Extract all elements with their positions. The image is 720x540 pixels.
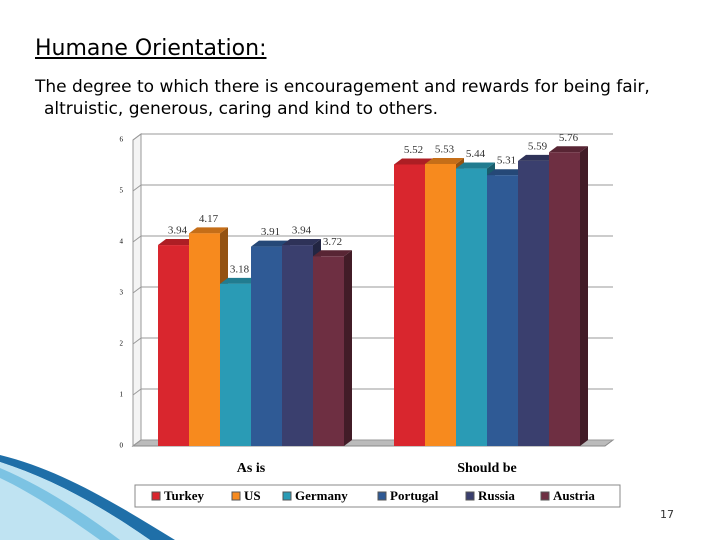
legend-swatch	[231, 491, 241, 501]
grid-line	[132, 133, 142, 141]
bar	[282, 245, 313, 446]
legend-swatch	[282, 491, 292, 501]
bar-top	[282, 239, 321, 246]
legend-label: Russia	[478, 488, 515, 503]
legend-swatch	[151, 491, 161, 501]
y-tick-label: 3	[120, 289, 124, 297]
legend-swatch	[377, 491, 387, 501]
data-label: 3.72	[323, 236, 342, 248]
data-label: 3.94	[168, 225, 188, 237]
legend-swatch	[465, 491, 475, 501]
bar-side	[344, 250, 352, 446]
data-label: 5.31	[497, 155, 516, 167]
bar-top	[158, 239, 197, 246]
data-label: 3.91	[261, 226, 280, 238]
bar	[518, 160, 549, 446]
grid-line	[132, 286, 142, 294]
grid-line	[132, 235, 142, 243]
legend-label: US	[244, 488, 261, 503]
slide-title: Humane Orientation:	[35, 36, 267, 61]
bar	[158, 245, 189, 446]
grid-line	[132, 337, 142, 345]
bar-top	[456, 162, 495, 169]
bar-top	[425, 157, 464, 164]
bar-top	[487, 169, 526, 176]
bar	[251, 246, 282, 446]
grid-line	[132, 439, 142, 447]
data-label: 3.94	[292, 225, 312, 237]
y-tick-label: 6	[120, 136, 124, 144]
bar	[220, 283, 251, 446]
data-label: 4.17	[199, 213, 219, 225]
bar	[189, 233, 220, 446]
data-label: 5.44	[466, 148, 486, 160]
decoration	[0, 468, 120, 540]
y-tick-label: 0	[120, 442, 124, 450]
grid-line	[132, 388, 142, 396]
y-tick-label: 2	[120, 340, 124, 348]
bar-top	[394, 158, 433, 165]
bar	[394, 164, 425, 447]
bar-top	[518, 154, 557, 161]
legend-label: Portugal	[390, 488, 439, 503]
y-tick-label: 1	[120, 391, 124, 399]
data-label: 5.76	[559, 132, 579, 144]
bar-top	[549, 146, 588, 153]
bar-top	[189, 227, 228, 234]
bar	[456, 168, 487, 446]
decoration	[0, 455, 175, 540]
data-label: 5.59	[528, 140, 548, 152]
data-label: 5.52	[404, 144, 423, 156]
bar-side	[580, 146, 588, 447]
x-tick-label: Should be	[457, 461, 517, 476]
decoration	[0, 462, 150, 540]
bar-top	[220, 277, 259, 284]
bar	[487, 175, 518, 446]
data-label: 3.18	[230, 263, 250, 275]
slide-text: The degree to which there is encourageme…	[35, 77, 650, 119]
bar	[425, 163, 456, 446]
y-tick-label: 5	[120, 187, 124, 195]
data-label: 5.53	[435, 144, 455, 156]
legend-label: Germany	[295, 488, 348, 503]
bar	[313, 256, 344, 446]
bar	[549, 152, 580, 447]
legend-swatch	[540, 491, 550, 501]
x-tick-label: As is	[237, 461, 266, 476]
grid-line	[132, 184, 142, 192]
page-number: 17	[660, 508, 674, 521]
bar-top	[313, 250, 352, 257]
bar-top	[251, 240, 290, 247]
legend-label: Turkey	[164, 488, 204, 503]
y-tick-label: 4	[120, 238, 124, 246]
legend-label: Austria	[553, 488, 595, 503]
